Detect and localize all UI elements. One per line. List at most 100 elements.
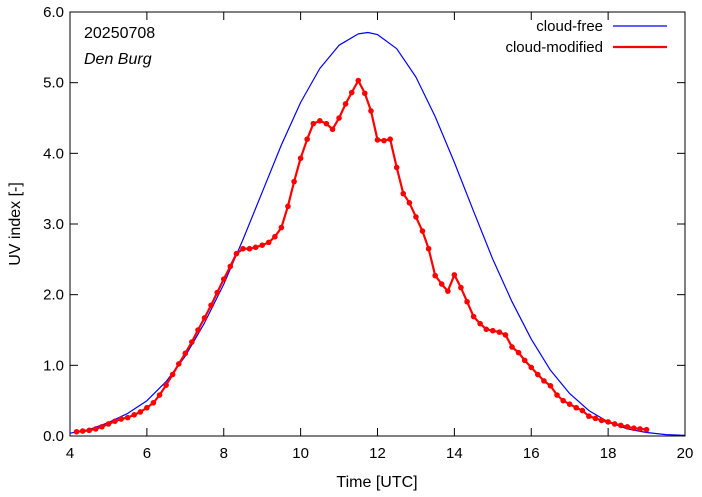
data-point-cloud-modified [233,250,240,257]
data-point-cloud-modified [502,332,509,338]
data-point-cloud-modified [637,426,643,432]
x-tick-label: 12 [369,445,386,462]
data-point-cloud-modified [611,421,618,427]
data-point-cloud-modified [246,245,253,252]
plot-frame [69,11,686,437]
data-point-cloud-modified [137,409,144,415]
data-point-cloud-modified [150,399,157,406]
data-point-cloud-modified [163,382,169,388]
data-point-cloud-modified [208,302,214,309]
y-tick-label: 0.0 [43,428,64,445]
data-point-cloud-modified [201,315,208,321]
data-point-cloud-modified [278,224,285,231]
data-point-cloud-modified [323,120,330,127]
data-point-cloud-modified [393,164,400,171]
legend-label-cloud-free: cloud-free [536,18,603,35]
data-point-cloud-modified [342,101,349,107]
legend-label-cloud-modified: cloud-modified [505,39,603,56]
data-point-cloud-modified [560,397,566,404]
data-point-cloud-modified [259,242,265,248]
data-point-cloud-modified [592,415,599,422]
data-point-cloud-modified [451,272,458,278]
data-point-cloud-modified [265,239,272,246]
data-point-cloud-modified [445,288,451,294]
data-point-cloud-modified [387,136,393,142]
data-point-cloud-modified [92,426,99,432]
data-point-cloud-modified [374,137,381,143]
data-point-cloud-modified [112,418,118,424]
y-tick-label: 6.0 [43,4,64,21]
data-point-cloud-modified [464,298,470,305]
data-point-cloud-modified [368,108,374,114]
data-point-cloud-modified [169,371,176,378]
data-point-cloud-modified [477,320,483,327]
data-point-cloud-modified [425,245,432,252]
data-point-cloud-modified [329,126,336,133]
data-point-cloud-modified [573,404,580,411]
data-point-cloud-modified [432,272,438,279]
data-point-cloud-modified [381,137,387,144]
data-point-cloud-modified [272,233,278,240]
data-point-cloud-modified [554,392,560,398]
x-tick-label: 14 [446,445,463,462]
y-axis-label: UV index [-] [7,182,24,266]
x-tick-label: 16 [523,445,540,462]
data-point-cloud-modified [297,155,304,162]
legend: cloud-free cloud-modified [505,18,667,56]
data-point-cloud-modified [355,77,362,84]
data-point-cloud-modified [317,118,323,124]
data-point-cloud-modified [470,313,477,320]
data-point-cloud-modified [99,424,105,430]
data-point-cloud-modified [220,276,227,282]
data-point-cloud-modified [227,263,234,270]
data-point-cloud-modified [624,424,631,430]
data-point-cloud-modified [156,392,163,398]
y-tick-label: 5.0 [43,75,64,92]
data-point-cloud-modified [285,203,291,210]
data-point-cloud-modified [534,371,541,378]
data-point-cloud-modified [643,426,650,433]
data-point-cloud-modified [528,364,535,371]
data-point-cloud-modified [144,404,150,411]
station-annotation: Den Burg [84,51,152,68]
x-tick-label: 20 [677,445,694,462]
x-axis-label: Time [UTC] [336,474,417,491]
data-point-cloud-modified [618,422,624,429]
data-point-cloud-modified [566,401,573,408]
data-point-cloud-modified [483,326,490,333]
data-point-cloud-modified [131,412,137,418]
data-point-cloud-modified [458,284,464,291]
date-annotation: 20250708 [84,25,155,42]
data-point-cloud-modified [509,344,515,350]
y-tick-label: 4.0 [43,145,64,162]
data-point-cloud-modified [419,228,426,234]
data-point-cloud-modified [73,428,80,435]
series-layer [69,31,686,436]
data-point-cloud-modified [310,120,317,127]
data-point-cloud-modified [362,90,368,97]
data-point-cloud-modified [336,115,342,121]
data-point-cloud-modified [579,407,586,414]
data-point-cloud-modified [400,190,407,197]
y-tick-label: 3.0 [43,216,64,233]
data-point-cloud-modified [515,349,522,356]
data-point-cloud-modified [547,383,554,389]
data-point-cloud-modified [413,214,419,220]
data-point-cloud-modified [214,289,221,296]
x-tick-label: 10 [292,445,309,462]
data-point-cloud-modified [598,417,605,424]
x-tick-label: 18 [600,445,617,462]
data-point-cloud-modified [490,327,496,334]
y-tick-label: 2.0 [43,287,64,304]
data-point-cloud-modified [496,329,503,335]
data-point-cloud-modified [252,244,259,251]
data-point-cloud-modified [348,89,355,96]
data-point-cloud-modified [124,414,131,421]
data-point-cloud-modified [304,136,310,142]
data-point-cloud-modified [586,413,592,420]
data-point-cloud-modified [541,378,547,384]
data-point-cloud-modified [189,339,195,345]
data-point-cloud-modified [438,281,445,287]
